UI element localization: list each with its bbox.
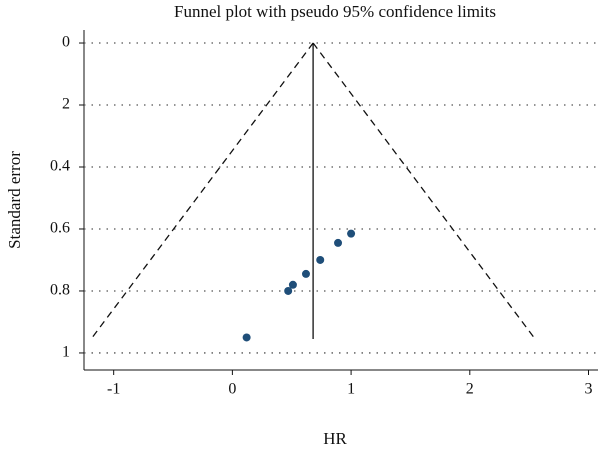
x-tick-label: 2 xyxy=(466,381,474,398)
y-tick-label: 0.6 xyxy=(50,220,70,237)
point xyxy=(284,286,293,295)
y-tick-label: 0.4 xyxy=(50,158,70,175)
x-tick-label: 0 xyxy=(228,381,236,398)
chart-title: Funnel plot with pseudo 95% confidence l… xyxy=(174,2,496,21)
y-tick-label: 0 xyxy=(62,34,70,51)
point xyxy=(242,333,251,342)
y-tick-label: 2 xyxy=(62,96,70,113)
x-tick-label: 1 xyxy=(347,381,355,398)
point xyxy=(301,269,310,278)
x-tick-label: 3 xyxy=(585,381,593,398)
point xyxy=(316,255,325,264)
y-axis-label: Standard error xyxy=(5,151,24,249)
y-tick-label: 1 xyxy=(62,344,70,361)
point xyxy=(334,238,343,247)
y-tick-label: 0.8 xyxy=(50,282,70,299)
confidence-limit xyxy=(90,42,314,340)
x-tick-label: -1 xyxy=(107,381,120,398)
point xyxy=(347,229,356,238)
point xyxy=(288,280,297,289)
confidence-limit xyxy=(312,42,536,340)
x-axis-label: HR xyxy=(323,429,347,448)
